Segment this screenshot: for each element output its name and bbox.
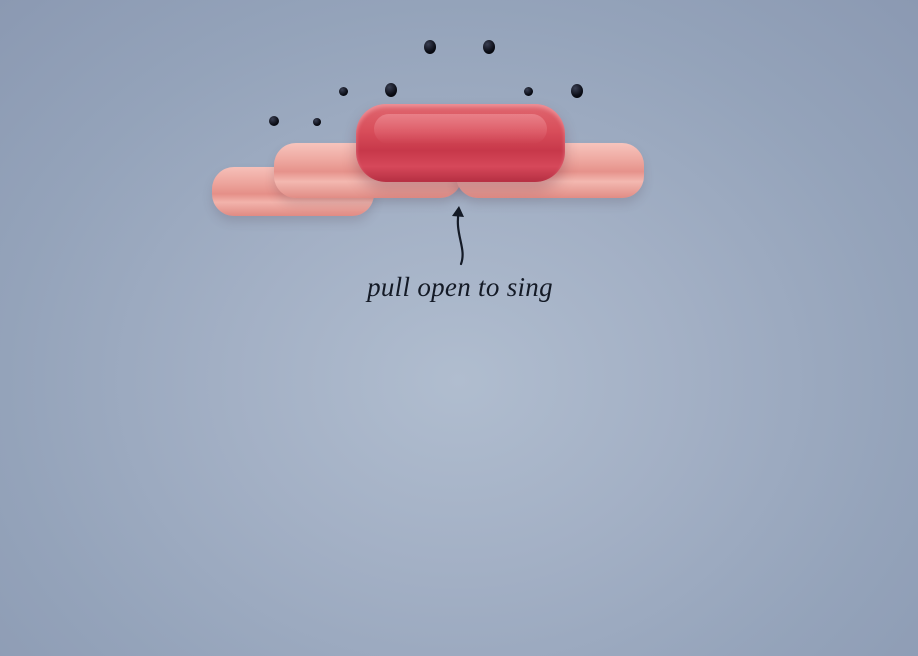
music-note-dot-icon <box>483 40 495 54</box>
music-note-dot-icon <box>339 87 348 96</box>
pull-open-hint: pull open to sing <box>367 272 553 302</box>
curved-arrow-up-icon <box>452 206 464 266</box>
music-note-dot-icon <box>269 116 279 126</box>
music-note-dot-icon <box>424 40 436 54</box>
music-note-dot-icon <box>571 84 583 98</box>
music-note-dot-icon <box>313 118 321 126</box>
upper-lip-handle[interactable] <box>356 104 565 182</box>
music-note-dot-icon <box>385 83 397 97</box>
music-note-dot-icon <box>524 87 533 96</box>
